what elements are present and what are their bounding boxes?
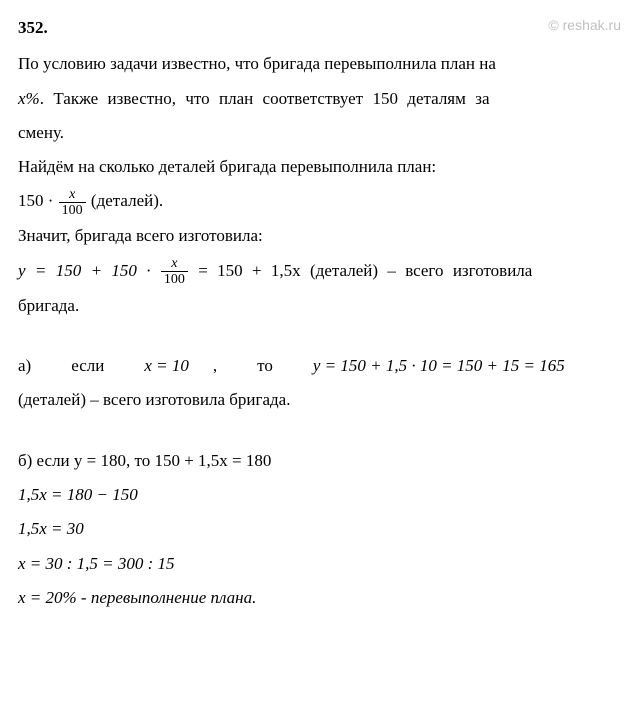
formula-2-lhs: y = 150 + 150 · [18,261,151,280]
fraction-1: x 100 [59,187,86,219]
part-b-line-2: 1,5x = 180 − 150 [18,479,621,511]
formula-2-rhs: = 150 + 1,5x (деталей) – всего изготовил… [189,261,532,280]
brigada-line: бригада. [18,290,621,322]
watermark: © reshak.ru [548,12,621,39]
part-a-line-1: а) если x = 10, то y = 150 + 1,5 · 10 = 150 … [18,350,621,382]
part-b-line-5: x = 20% - перевыполнение плана. [18,582,621,614]
formula-1-prefix: 150 · [18,191,53,210]
formula-2: y = 150 + 150 · x 100 = 150 + 1,5x (дета… [18,255,621,288]
intro-line-1: По условию задачи известно, что бригада … [18,48,621,80]
fraction-1-num: x [59,187,86,203]
gap-2 [18,419,621,445]
part-b-line-5-text: x = 20% - перевыполнение плана. [18,588,256,607]
x-percent: x% [18,89,40,108]
intro-line-2: x%. Также известно, что план соответству… [18,83,621,115]
fraction-2-num: x [161,256,188,272]
part-a-if: если [71,356,104,375]
part-b-line-4: x = 30 : 1,5 = 300 : 15 [18,548,621,580]
part-a-then: то [257,356,273,375]
header: 352. © reshak.ru [18,12,621,44]
fraction-2-den: 100 [161,272,188,287]
part-b-line-3: 1,5x = 30 [18,513,621,545]
intro-line-2-rest: . Также известно, что план соответствует… [40,89,490,108]
part-b-line-1-text: б) если y = 180, то 150 + 1,5x = 180 [18,451,271,470]
part-a-comma: , [213,356,217,375]
part-a-prefix: а) [18,356,31,375]
part-a-line-2: (деталей) – всего изготовила бригада. [18,384,621,416]
means-line: Значит, бригада всего изготовила: [18,220,621,252]
intro-line-3: смену. [18,117,621,149]
find-line: Найдём на сколько деталей бригада перевы… [18,151,621,183]
gap-1 [18,324,621,350]
formula-1-suffix: (деталей). [87,191,163,210]
exercise-number: 352. [18,12,48,44]
fraction-1-den: 100 [59,203,86,218]
fraction-2: x 100 [161,256,188,288]
part-b-line-1: б) если y = 180, то 150 + 1,5x = 180 [18,445,621,477]
part-a-calc: y = 150 + 1,5 · 10 = 150 + 15 = 165 [313,356,565,375]
part-a-cond: x = 10 [144,356,189,375]
formula-1: 150 · x 100 (деталей). [18,185,621,218]
